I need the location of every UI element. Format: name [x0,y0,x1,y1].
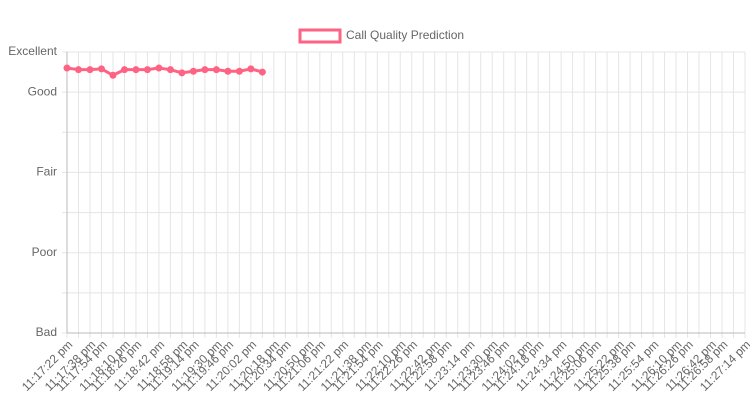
y-tick-label: Good [28,84,57,98]
y-tick-label: Fair [36,165,57,179]
point [86,66,94,74]
y-tick-label: Poor [32,245,57,259]
point [178,69,186,77]
point [201,66,209,74]
point [63,64,71,72]
point [143,66,151,74]
legend-label: Call Quality Prediction [346,28,464,42]
y-tick-label: Bad [36,325,57,339]
point [258,68,266,76]
point [120,66,128,74]
point [166,66,174,74]
y-tick-label: Excellent [8,44,57,58]
point [132,66,140,74]
point [74,66,82,74]
point [97,65,105,73]
point [235,67,243,75]
point [212,66,220,74]
line [66,66,263,77]
legend-swatch [298,28,342,44]
point [189,67,197,75]
point [109,71,117,79]
point [155,64,163,72]
point [247,65,255,73]
point [224,67,232,75]
